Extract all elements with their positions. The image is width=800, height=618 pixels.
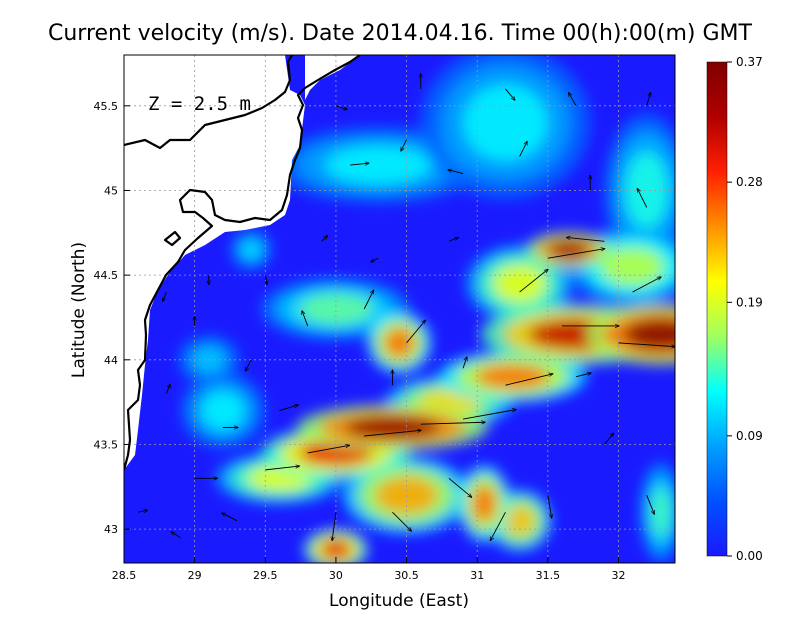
velocity-arrow <box>505 88 515 100</box>
velocity-arrow <box>566 237 605 242</box>
x-tick-label: 30 <box>329 569 343 582</box>
velocity-arrow <box>321 236 328 242</box>
velocity-arrow <box>632 277 662 293</box>
velocity-arrow <box>401 139 407 151</box>
speed-patch <box>420 55 591 199</box>
velocity-arrow <box>222 513 238 522</box>
x-axis-label: Longitude (East) <box>329 591 469 611</box>
x-tick-label: 28.5 <box>112 569 137 582</box>
speed-patch <box>297 404 488 451</box>
velocity-arrow <box>265 275 267 285</box>
x-tick-label: 31 <box>470 569 484 582</box>
coastline <box>124 55 361 471</box>
velocity-arrow <box>420 422 486 425</box>
colorbar-gradient <box>706 61 728 557</box>
speed-patch <box>180 372 266 449</box>
x-tick-label: 31.5 <box>536 569 561 582</box>
grid-lines <box>124 55 675 563</box>
speed-patch <box>586 303 675 365</box>
velocity-arrow <box>547 249 605 259</box>
velocity-arrow <box>371 257 379 262</box>
velocity-arrow <box>165 384 170 394</box>
velocity-arrow <box>245 359 252 371</box>
speed-patch <box>176 334 241 386</box>
velocity-arrow <box>618 342 675 347</box>
velocity-arrow <box>448 477 472 497</box>
plot-frame <box>123 54 676 564</box>
velocity-arrow <box>335 105 347 110</box>
speed-patch <box>367 312 432 374</box>
speed-patch <box>458 465 510 542</box>
y-axis-label: Latitude (North) <box>69 242 89 378</box>
y-tick-label: 45 <box>104 184 118 197</box>
colorbar-tick-label: 0.00 <box>736 549 763 563</box>
velocity-arrow <box>406 320 426 344</box>
velocity-arrow <box>364 430 421 437</box>
colorbar: 0.00 0.09 0.19 0.28 0.37 <box>706 55 763 563</box>
velocity-arrow <box>265 466 299 471</box>
velocity-arrow <box>138 510 148 512</box>
velocity-arrow <box>363 290 374 310</box>
velocity-arrow <box>569 93 577 107</box>
velocity-arrow <box>505 374 553 386</box>
velocity-arrow <box>490 511 506 541</box>
colorbar-ticks: 0.00 0.09 0.19 0.28 0.37 <box>727 55 763 563</box>
land-mass <box>124 55 360 470</box>
velocity-arrow <box>350 163 369 165</box>
velocity-vectors <box>138 74 675 541</box>
velocity-arrow <box>519 141 528 157</box>
y-tick-label: 44 <box>104 354 118 367</box>
velocity-arrow <box>279 405 298 412</box>
velocity-arrow <box>575 373 591 378</box>
velocity-arrow <box>604 433 614 445</box>
y-tick-label: 43.5 <box>94 438 119 451</box>
x-axis-ticks: 28.5 29 29.5 30 30.5 31 31.5 32 <box>112 557 625 582</box>
y-axis-ticks: 43 43.5 44 44.5 45 45.5 <box>94 100 130 536</box>
velocity-arrow <box>462 410 516 420</box>
velocity-arrow <box>302 311 309 327</box>
colorbar-tick-label: 0.37 <box>736 55 763 69</box>
velocity-arrow <box>646 93 651 106</box>
velocity-arrow <box>332 512 337 541</box>
colorbar-tick-label: 0.28 <box>736 175 763 189</box>
speed-patch <box>438 351 587 403</box>
y-tick-label: 43 <box>104 523 118 536</box>
velocity-arrow <box>171 532 181 538</box>
colorbar-tick-label: 0.09 <box>736 429 763 443</box>
speed-patch <box>639 461 675 563</box>
x-tick-label: 29 <box>188 569 202 582</box>
speed-patch <box>229 229 273 271</box>
x-tick-label: 30.5 <box>394 569 419 582</box>
velocity-arrow <box>462 357 467 369</box>
velocity-arrow <box>392 511 411 531</box>
plot-area: Z = 2.5 m <box>124 55 675 563</box>
y-tick-label: 44.5 <box>94 269 119 282</box>
velocity-arrow <box>519 269 549 293</box>
y-tick-label: 45.5 <box>94 100 119 113</box>
velocity-arrow <box>307 445 350 454</box>
depth-label: Z = 2.5 m <box>148 93 251 115</box>
x-tick-label: 32 <box>611 569 625 582</box>
colorbar-tick-label: 0.19 <box>736 295 763 309</box>
velocity-arrow <box>448 237 459 242</box>
velocity-arrow <box>646 495 655 514</box>
x-tick-label: 29.5 <box>253 569 278 582</box>
velocity-arrow <box>547 495 552 518</box>
velocity-arrow <box>163 291 167 302</box>
velocity-arrow <box>448 170 464 174</box>
chart-title: Current velocity (m/s). Date 2014.04.16.… <box>48 21 753 46</box>
velocity-arrow <box>637 188 648 208</box>
